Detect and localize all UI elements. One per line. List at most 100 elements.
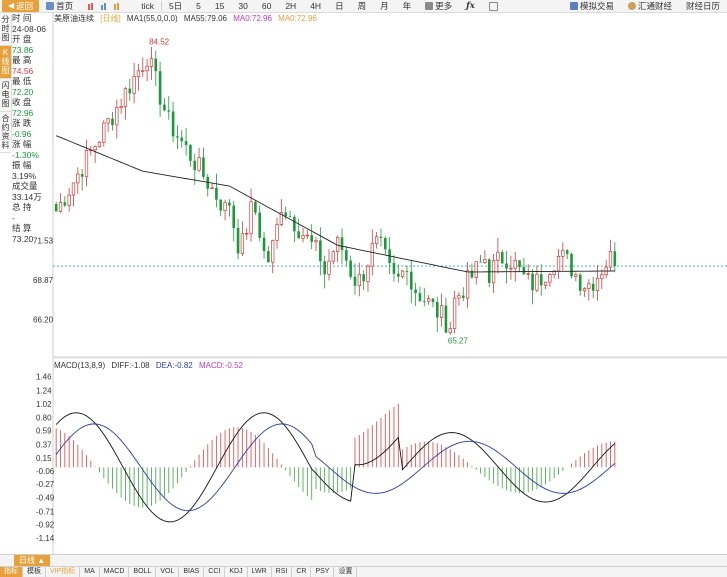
candle	[426, 295, 431, 305]
candle	[297, 218, 300, 239]
period-month[interactable]: 月	[380, 1, 389, 11]
period-year[interactable]: 年	[402, 1, 412, 11]
indicator-8[interactable]: CCI	[204, 567, 226, 577]
candle	[431, 297, 435, 308]
panel-button[interactable]	[482, 0, 507, 12]
close-value: 72.96	[12, 107, 34, 118]
candle	[271, 239, 275, 274]
period-day[interactable]: 日	[335, 1, 344, 11]
period-4h[interactable]: 4H	[310, 1, 322, 11]
indicator-12[interactable]: CR	[292, 567, 312, 577]
indicator-5[interactable]: BOLL	[129, 567, 157, 577]
candle	[305, 229, 309, 239]
tab-timeshare[interactable]: 分时图	[0, 13, 11, 46]
period-60[interactable]: 60	[261, 1, 272, 11]
indicator-9[interactable]: KDJ	[225, 567, 248, 577]
macd-tick-label: 1.02	[36, 400, 52, 409]
price-tick-label: 66.20	[33, 315, 54, 324]
settle-value: 73.20	[12, 233, 34, 244]
candle	[439, 293, 444, 327]
period-30[interactable]: 30	[238, 1, 248, 11]
candle	[582, 287, 587, 297]
more-button[interactable]: 更多	[418, 0, 459, 12]
period-5[interactable]: 5	[196, 1, 201, 11]
candle	[267, 246, 270, 263]
indicator-1[interactable]: 模板	[23, 567, 46, 577]
candle	[366, 264, 370, 292]
period-week[interactable]: 周	[357, 1, 367, 11]
price-legend: 美原油连续 [日线] MA1(55,0,0,0) MA55:79.06 MA0:…	[54, 13, 321, 24]
indicator-6[interactable]: VOL	[156, 567, 180, 577]
macd-tick-label: 0.37	[36, 440, 52, 449]
back-button[interactable]: ◀ 返回	[2, 0, 40, 12]
candle	[539, 264, 543, 296]
candle	[176, 125, 179, 150]
candle	[163, 98, 166, 112]
candle	[301, 227, 305, 243]
candle	[314, 237, 318, 252]
indicator-14[interactable]: 设置	[334, 567, 358, 577]
indicator-10[interactable]: LWR	[248, 567, 272, 577]
candle	[236, 219, 240, 260]
candle	[128, 78, 132, 101]
macd-tick-label: -0.71	[36, 507, 55, 516]
macd-name: MACD(13,8,9)	[54, 361, 106, 370]
ma55-line	[55, 135, 615, 273]
candle	[319, 227, 322, 276]
price-tick-label: 71.53	[33, 236, 54, 245]
candle	[491, 254, 496, 293]
candle	[293, 214, 296, 243]
candle	[561, 242, 565, 271]
candle	[400, 269, 405, 279]
period-2h[interactable]: 2H	[285, 1, 297, 11]
huitong-logo-icon	[627, 2, 636, 10]
candle	[262, 231, 266, 259]
candle	[63, 196, 67, 208]
candle	[76, 167, 80, 194]
tab-contract[interactable]: 合约资料	[0, 112, 11, 153]
period-15[interactable]: 15	[214, 1, 225, 11]
period-tick[interactable]: tick	[141, 1, 154, 11]
x-tick-label: 2024/12	[549, 553, 576, 554]
indicator-2[interactable]: VIP指标	[46, 567, 81, 577]
candle	[379, 228, 383, 247]
candle	[111, 112, 114, 131]
calendar-button[interactable]: 财经日历	[685, 1, 720, 11]
macd-lines	[55, 412, 616, 523]
candle	[288, 210, 292, 218]
ma0a-label: MA0:72.96	[233, 14, 272, 23]
huitong-button[interactable]: 汇通财经	[621, 0, 679, 12]
candlestick-series	[54, 46, 617, 335]
home-button[interactable]: 首页	[39, 0, 80, 12]
period-5day[interactable]: 5日	[168, 1, 183, 11]
candle	[275, 217, 279, 249]
chart-type-icons[interactable]	[80, 0, 134, 12]
chart-type-bars-icon	[88, 2, 120, 10]
formula-button[interactable]: ƒx	[459, 0, 482, 12]
chart-area[interactable]: 71.53 68.87 66.20 1.46 1.24 1.02 0.80 0.59 0.37 0…	[0, 0, 727, 554]
period-select-button[interactable]: 日线 ▲	[14, 555, 51, 566]
indicator-0[interactable]: 指标	[0, 567, 23, 577]
candle	[509, 255, 513, 280]
vol-label: 成交量	[12, 181, 38, 191]
candle	[80, 169, 84, 191]
candle	[141, 57, 145, 77]
candle	[531, 269, 534, 305]
candle	[409, 260, 413, 304]
candle	[279, 199, 284, 227]
indicator-11[interactable]: RSI	[272, 567, 293, 577]
fx-icon: ƒx	[466, 1, 475, 11]
candle	[452, 290, 457, 334]
indicator-3[interactable]: MA	[80, 567, 100, 577]
indicator-4[interactable]: MACD	[100, 567, 130, 577]
diff-line	[55, 412, 616, 523]
tab-kline[interactable]: K线图	[0, 46, 11, 79]
side-nav: 分时图 K线图 闪电图 合约资料	[0, 13, 12, 153]
candle	[600, 269, 604, 290]
simulate-trade-button[interactable]: 模拟交易	[563, 0, 621, 12]
macd-tick-label: 0.15	[36, 454, 52, 463]
indicator-13[interactable]: PSY	[311, 567, 335, 577]
tab-flash[interactable]: 闪电图	[0, 79, 11, 112]
indicator-7[interactable]: BIAS	[179, 567, 205, 577]
candle	[240, 221, 245, 257]
